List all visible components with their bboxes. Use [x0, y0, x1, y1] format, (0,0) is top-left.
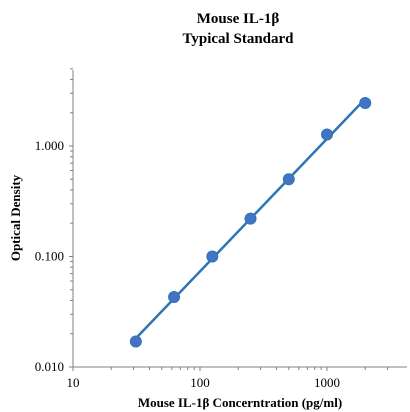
chart-subtitle: Typical Standard — [183, 31, 295, 47]
data-point — [359, 96, 372, 109]
y-tick-label: 0.010 — [35, 359, 64, 374]
data-points — [129, 96, 372, 348]
data-point — [244, 212, 257, 225]
x-tick-label: 10 — [67, 375, 80, 390]
data-point — [321, 128, 333, 141]
y-tick-label: 0.100 — [35, 249, 64, 264]
data-point — [282, 173, 295, 186]
x-tick-label: 100 — [190, 375, 210, 390]
y-tick-label: 1.000 — [35, 138, 64, 153]
data-point — [129, 335, 142, 348]
y-axis-label: Optical Density — [8, 174, 23, 261]
x-axis-label: Mouse IL-1β Concerntration (pg/ml) — [138, 395, 342, 410]
chart-title: Mouse IL-1β — [197, 11, 280, 27]
axis-ticks: 10 100 1000 0.010 0.100 1.000 — [35, 68, 389, 390]
axes — [72, 70, 407, 368]
data-point — [168, 291, 181, 304]
x-tick-label: 1000 — [314, 375, 340, 390]
data-point — [206, 250, 219, 263]
